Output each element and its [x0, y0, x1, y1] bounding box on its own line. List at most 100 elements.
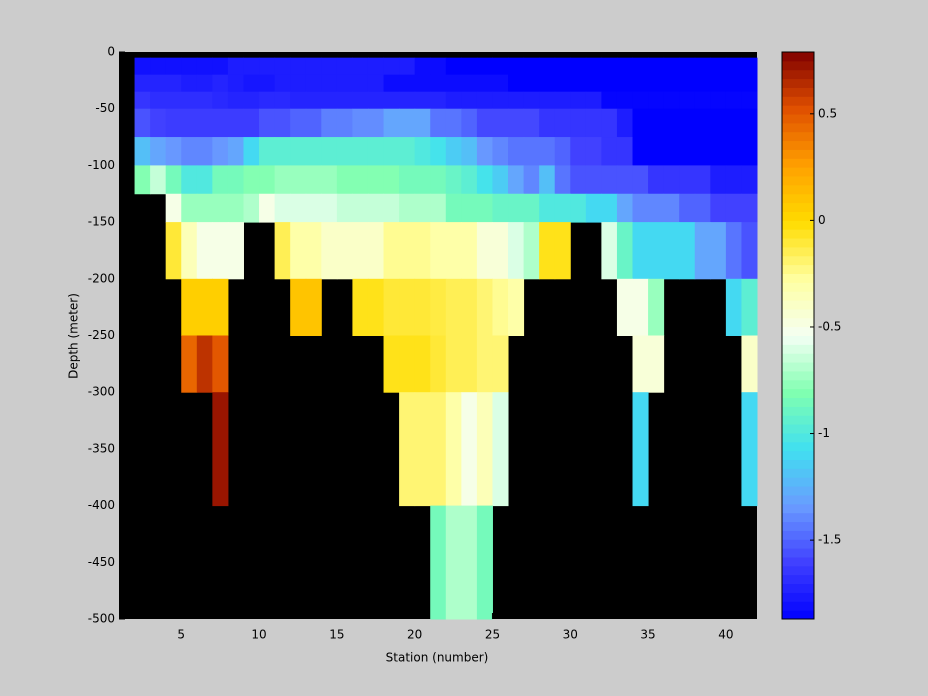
colorbar-band [782, 477, 814, 487]
heatmap-cell [741, 165, 758, 195]
heatmap-cell [336, 222, 353, 280]
colorbar-band [782, 530, 814, 540]
heatmap-cell [539, 137, 556, 166]
heatmap-cell [383, 335, 400, 393]
heatmap-cell [679, 137, 696, 166]
colorbar-band [782, 503, 814, 514]
heatmap-cell [165, 222, 182, 280]
y-tick-label: -200 [88, 271, 115, 285]
heatmap-cell [212, 57, 229, 76]
heatmap-cell [243, 74, 260, 93]
heatmap-cell [383, 137, 400, 166]
heatmap-cell [570, 57, 587, 76]
heatmap-cell [414, 74, 431, 93]
heatmap-cell [601, 137, 618, 166]
heatmap-cell [445, 193, 462, 223]
heatmap-cell [523, 193, 540, 223]
heatmap-cell [305, 137, 322, 166]
heatmap-cell [445, 392, 462, 507]
heatmap-cell [274, 193, 291, 223]
colorbar-band [782, 52, 814, 62]
colorbar-band [782, 60, 814, 71]
heatmap-cell [367, 222, 385, 280]
heatmap-cell [181, 91, 198, 110]
y-tick-label: -350 [88, 441, 115, 455]
heatmap-cell [212, 392, 229, 507]
heatmap-cell [554, 193, 571, 223]
x-tick-label: 15 [329, 628, 344, 642]
heatmap-cell [383, 74, 400, 93]
heatmap-cell [461, 335, 478, 393]
colorbar-band [782, 565, 814, 576]
heatmap-cell [461, 74, 478, 93]
heatmap-cell [679, 193, 696, 223]
heatmap-cell [585, 165, 602, 195]
heatmap-cell [492, 335, 509, 393]
colorbar-band [782, 255, 814, 266]
y-tick-label: -450 [88, 555, 115, 569]
heatmap-cell [632, 392, 649, 507]
heatmap-cell [212, 91, 229, 110]
heatmap-cell [399, 137, 416, 166]
heatmap-cell [196, 222, 213, 280]
heatmap-cell [508, 91, 525, 110]
heatmap-cell [399, 392, 416, 507]
heatmap-cell [725, 74, 742, 93]
heatmap-cell [570, 108, 587, 138]
x-tick-label: 25 [485, 628, 500, 642]
colorbar-tick-label: 0 [818, 213, 826, 227]
heatmap-cell [492, 392, 509, 507]
heatmap-cell [227, 57, 244, 76]
heatmap-cell [383, 57, 400, 76]
heatmap-cell [305, 57, 322, 76]
heatmap-cell [663, 222, 680, 280]
heatmap-cell [694, 193, 711, 223]
heatmap-cell [196, 137, 213, 166]
x-tick-label: 40 [718, 628, 733, 642]
heatmap-cell [461, 165, 478, 195]
heatmap-cell [227, 74, 244, 93]
heatmap-cell [321, 193, 338, 223]
colorbar-band [782, 335, 814, 345]
heatmap-cell [150, 165, 167, 195]
heatmap-cell [725, 278, 742, 336]
colorbar-tick-label: -1 [818, 426, 830, 440]
heatmap-cell [632, 165, 649, 195]
heatmap-cell [305, 193, 322, 223]
colorbar-band [782, 140, 814, 150]
colorbar-band [782, 574, 814, 585]
heatmap-cell [259, 193, 276, 223]
heatmap-cell [399, 108, 416, 138]
colorbar-band [782, 486, 814, 496]
heatmap-cell [367, 278, 385, 336]
heatmap-cell [725, 137, 742, 166]
y-tick-label: -50 [95, 101, 115, 115]
colorbar-band [782, 397, 814, 407]
heatmap-cell [259, 91, 276, 110]
heatmap-cell [430, 108, 447, 138]
y-axis-label: Depth (meter) [67, 293, 81, 379]
heatmap-cell [725, 57, 742, 76]
heatmap-cell [336, 74, 353, 93]
heatmap-cell [165, 74, 182, 93]
heatmap-cell [352, 57, 369, 76]
heatmap-cell [445, 57, 462, 76]
heatmap-cell [445, 278, 462, 336]
heatmap-cell [492, 57, 509, 76]
colorbar-band [782, 353, 814, 363]
heatmap-cell [523, 165, 540, 195]
heatmap-cell [383, 278, 400, 336]
heatmap-cell [165, 193, 182, 223]
heatmap-cell [352, 91, 369, 110]
colorbar-tick-label: -0.5 [818, 319, 841, 333]
heatmap-cell [336, 91, 353, 110]
heatmap-cell [367, 165, 385, 195]
heatmap-cell [601, 74, 618, 93]
heatmap-cell [508, 108, 525, 138]
colorbar-band [782, 238, 814, 248]
y-tick-label: -250 [88, 328, 115, 342]
colorbar-band [782, 415, 814, 425]
heatmap-cell [336, 165, 353, 195]
heatmap-cell [430, 137, 447, 166]
heatmap-cell [492, 91, 509, 110]
